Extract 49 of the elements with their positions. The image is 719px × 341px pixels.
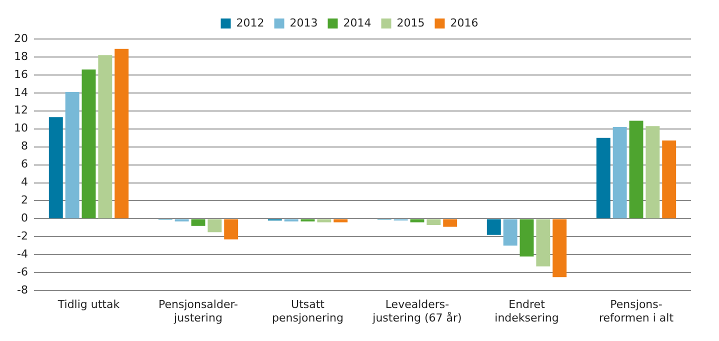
bar	[426, 219, 441, 226]
bar	[443, 219, 458, 227]
y-tick-label: 14	[14, 86, 28, 99]
bar	[334, 219, 348, 222]
y-tick-label: 4	[20, 176, 28, 189]
bar	[98, 55, 112, 218]
bar	[662, 140, 676, 218]
y-tick-label: 16	[14, 68, 28, 81]
bar	[410, 219, 424, 222]
bar	[596, 138, 610, 218]
bar	[82, 70, 96, 218]
bar	[114, 48, 129, 218]
bar	[552, 219, 567, 278]
bar	[486, 219, 501, 235]
x-tick-label: Tidlig uttak	[56, 298, 120, 312]
x-tick-label: Utsatt pensjonering	[272, 298, 344, 324]
y-tick-label: 18	[14, 50, 28, 63]
bar	[612, 127, 627, 218]
bar	[191, 219, 206, 226]
bar	[208, 219, 222, 232]
legend-label: 2014	[343, 16, 372, 30]
y-tick-label: -2	[17, 230, 28, 243]
y-tick-label: -4	[17, 248, 28, 261]
x-tick-label: Pensjonsalder- justering	[158, 298, 238, 324]
bar	[48, 117, 63, 218]
y-tick-label: 0	[20, 212, 28, 225]
y-tick-label: 12	[14, 104, 28, 117]
bar	[536, 219, 550, 266]
y-tick-label: 2	[20, 194, 28, 207]
bar	[520, 219, 534, 256]
legend-label: 2012	[236, 16, 264, 30]
y-tick-label: -8	[17, 283, 28, 296]
y-tick-label: 6	[20, 158, 28, 171]
bar	[224, 219, 238, 240]
y-tick-label: 20	[14, 32, 28, 45]
x-tick-label: Endret indeksering	[494, 298, 559, 324]
legend-label: 2016	[450, 16, 478, 30]
bar	[503, 219, 518, 246]
legend-label: 2015	[396, 16, 425, 30]
y-tick-label: -6	[17, 265, 28, 278]
bar	[65, 92, 80, 218]
legend-label: 2013	[290, 16, 318, 30]
bar	[629, 120, 644, 218]
y-tick-label: 10	[14, 122, 28, 135]
bar	[317, 219, 332, 222]
x-tick-label: Pensjons- reformen i alt	[598, 298, 674, 324]
y-tick-label: 8	[20, 140, 28, 153]
bar	[646, 126, 660, 218]
x-tick-label: Levealders- justering (67 år)	[372, 298, 462, 324]
